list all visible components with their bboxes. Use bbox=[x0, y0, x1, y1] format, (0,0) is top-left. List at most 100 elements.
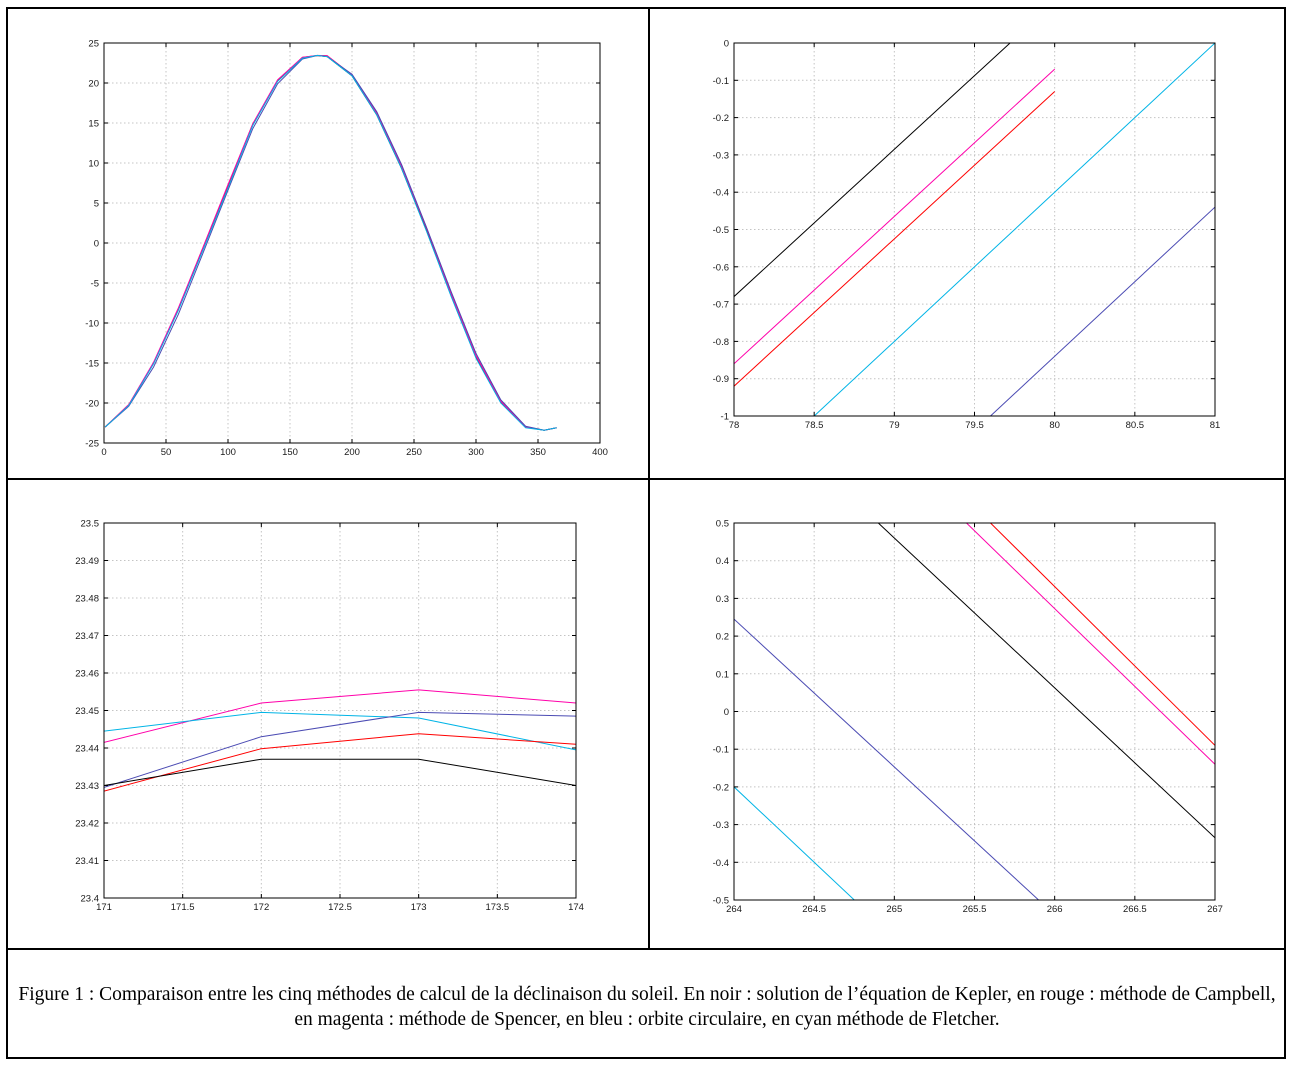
y-tick-label: 23.43 bbox=[75, 781, 99, 792]
series-line-campbell bbox=[734, 91, 1056, 387]
x-tick-label: 172.5 bbox=[328, 902, 352, 913]
x-tick-label: 200 bbox=[344, 447, 360, 458]
y-tick-label: 23.47 bbox=[75, 631, 99, 642]
y-tick-label: 0.2 bbox=[716, 632, 729, 643]
y-tick-label: 23.41 bbox=[75, 856, 99, 867]
chart-annual-declination: 0 50 100 150 200 250 300 350 400 -25 -20 -15 -10 -5 0 5… bbox=[85, 39, 608, 459]
x-tick-label: 264.5 bbox=[802, 904, 826, 915]
y-tick-label: 23.5 bbox=[81, 519, 100, 530]
y-tick-label: -20 bbox=[85, 399, 99, 410]
panel-annual-declination: 0 50 100 150 200 250 300 350 400 -25 -20 -15 -10 -5 0 5… bbox=[8, 9, 648, 479]
y-tick-label: -0.2 bbox=[713, 113, 729, 124]
x-tick-label: 78 bbox=[729, 420, 740, 431]
y-tick-label: -5 bbox=[91, 279, 99, 290]
y-tick-label: -0.3 bbox=[713, 820, 729, 831]
series-group bbox=[734, 523, 1215, 900]
x-tick-label: 266 bbox=[1047, 904, 1063, 915]
x-tick-label: 78.5 bbox=[805, 420, 824, 431]
series-line-kepler bbox=[734, 43, 1011, 297]
x-tick-label: 173.5 bbox=[485, 902, 509, 913]
y-tick-label: 23.45 bbox=[75, 706, 99, 717]
x-tick-label: 174 bbox=[568, 902, 584, 913]
series-line-fletcher bbox=[104, 54, 557, 431]
x-tick-label: 80.5 bbox=[1126, 420, 1145, 431]
y-tick-label: 0 bbox=[724, 707, 729, 718]
y-tick-label: -0.2 bbox=[713, 782, 729, 793]
x-tick-label: 350 bbox=[530, 447, 546, 458]
x-tick-label: 265.5 bbox=[963, 904, 987, 915]
series-line-campbell bbox=[990, 523, 1215, 746]
chart-summer-solstice-zoom: 171 171.5 172 172.5 173 173.5 174 23.4 23.41 23.4… bbox=[75, 519, 584, 914]
y-tick-label: -0.4 bbox=[713, 858, 729, 869]
gridlines bbox=[104, 523, 576, 898]
y-tick-label: -0.4 bbox=[713, 188, 729, 199]
gridlines bbox=[734, 43, 1215, 416]
y-tick-label: -15 bbox=[85, 359, 99, 370]
y-tick-label: -0.6 bbox=[713, 262, 729, 273]
x-tick-label: 400 bbox=[592, 447, 608, 458]
x-tick-label: 79.5 bbox=[965, 420, 984, 431]
figure-caption: Figure 1 : Comparaison entre les cinq mé… bbox=[18, 984, 1276, 1030]
y-tick-label: 0 bbox=[94, 239, 99, 250]
series-line-kepler bbox=[104, 758, 576, 786]
series-line-fletcher bbox=[104, 711, 576, 751]
panel-autumn-equinox-zoom: 264 264.5 265 265.5 266 266.5 267 -0.5 -0.4 -0.3 -… bbox=[650, 480, 1290, 950]
gridlines bbox=[104, 43, 600, 443]
series-group bbox=[734, 43, 1215, 416]
series-line-fletcher bbox=[813, 43, 1215, 416]
series-line-spencer bbox=[734, 68, 1056, 365]
panel-divider-bottom bbox=[6, 948, 1286, 950]
series-line-fletcher bbox=[734, 786, 855, 900]
series-line-spencer bbox=[966, 523, 1215, 765]
x-tick-label: 79 bbox=[889, 420, 900, 431]
y-tick-label: -0.1 bbox=[713, 76, 729, 87]
x-tick-label: 171 bbox=[96, 902, 112, 913]
x-tick-label: 266.5 bbox=[1123, 904, 1147, 915]
x-tick-label: 80 bbox=[1049, 420, 1060, 431]
x-tick-label: 267 bbox=[1207, 904, 1223, 915]
x-tick-label: 50 bbox=[161, 447, 172, 458]
series-line-spencer bbox=[104, 689, 576, 743]
y-tick-label: -0.3 bbox=[713, 150, 729, 161]
panel-spring-equinox-zoom: 78 78.5 79 79.5 80 80.5 81 -1 -0.9 -0.8 -0.7 -0.6 -0… bbox=[650, 9, 1290, 479]
series-line-circulaire bbox=[104, 711, 576, 788]
y-tick-label: 23.46 bbox=[75, 669, 99, 680]
series-line-kepler bbox=[877, 523, 1215, 839]
y-tick-label: 23.49 bbox=[75, 556, 99, 567]
y-tick-label: 0.3 bbox=[716, 594, 729, 605]
x-tick-label: 171.5 bbox=[171, 902, 195, 913]
y-tick-label: -0.1 bbox=[713, 745, 729, 756]
series-line-circulaire bbox=[990, 206, 1215, 416]
y-tick-label: 10 bbox=[88, 159, 99, 170]
y-tick-label: -0.9 bbox=[713, 374, 729, 385]
x-tick-label: 172 bbox=[253, 902, 269, 913]
gridlines bbox=[734, 523, 1215, 900]
x-tick-label: 264 bbox=[726, 904, 742, 915]
y-tick-label: 23.4 bbox=[81, 894, 100, 905]
x-tick-label: 81 bbox=[1210, 420, 1221, 431]
chart-spring-equinox-zoom: 78 78.5 79 79.5 80 80.5 81 -1 -0.9 -0.8 -0.7 -0.6 -0… bbox=[713, 39, 1221, 432]
y-tick-label: 20 bbox=[88, 79, 99, 90]
y-tick-label: -0.8 bbox=[713, 337, 729, 348]
x-tick-label: 250 bbox=[406, 447, 422, 458]
x-tick-label: 150 bbox=[282, 447, 298, 458]
x-tick-label: 100 bbox=[220, 447, 236, 458]
y-tick-label: 23.48 bbox=[75, 594, 99, 605]
series-group bbox=[104, 689, 576, 792]
y-tick-label: -0.5 bbox=[713, 896, 729, 907]
panel-summer-solstice-zoom: 171 171.5 172 172.5 173 173.5 174 23.4 23.41 23.4… bbox=[8, 480, 648, 950]
x-tick-label: 265 bbox=[886, 904, 902, 915]
y-tick-label: -25 bbox=[85, 439, 99, 450]
y-tick-label: -10 bbox=[85, 319, 99, 330]
y-tick-label: 5 bbox=[94, 199, 99, 210]
y-tick-label: 23.42 bbox=[75, 819, 99, 830]
x-tick-label: 173 bbox=[411, 902, 427, 913]
series-group bbox=[104, 54, 557, 431]
series-line-spencer bbox=[104, 54, 557, 431]
chart-autumn-equinox-zoom: 264 264.5 265 265.5 266 266.5 267 -0.5 -0.4 -0.3 -… bbox=[713, 519, 1223, 916]
panel-divider-middle bbox=[6, 478, 1286, 480]
y-tick-label: -1 bbox=[721, 412, 729, 423]
y-tick-label: 25 bbox=[88, 39, 99, 50]
x-tick-label: 300 bbox=[468, 447, 484, 458]
y-tick-label: 0 bbox=[724, 39, 729, 50]
